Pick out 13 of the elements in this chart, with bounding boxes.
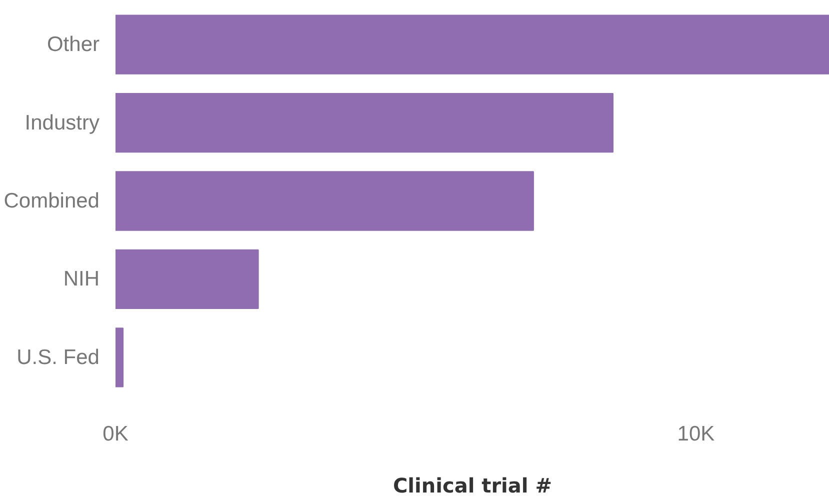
x-tick-label: 0K (102, 422, 128, 446)
bar (116, 92, 614, 153)
y-tick-label: Combined (4, 190, 100, 212)
bar (116, 249, 259, 310)
y-tick-label: Other (46, 33, 100, 56)
y-tick-label: NIH (63, 268, 100, 291)
x-tick-label: 10K (677, 422, 715, 446)
x-axis-title: Clinical trial # (393, 474, 552, 498)
bar (116, 171, 534, 231)
bar (116, 14, 829, 74)
y-tick-label: Industry (24, 111, 100, 134)
y-tick-label: U.S. Fed (16, 346, 100, 369)
bar (116, 328, 124, 388)
